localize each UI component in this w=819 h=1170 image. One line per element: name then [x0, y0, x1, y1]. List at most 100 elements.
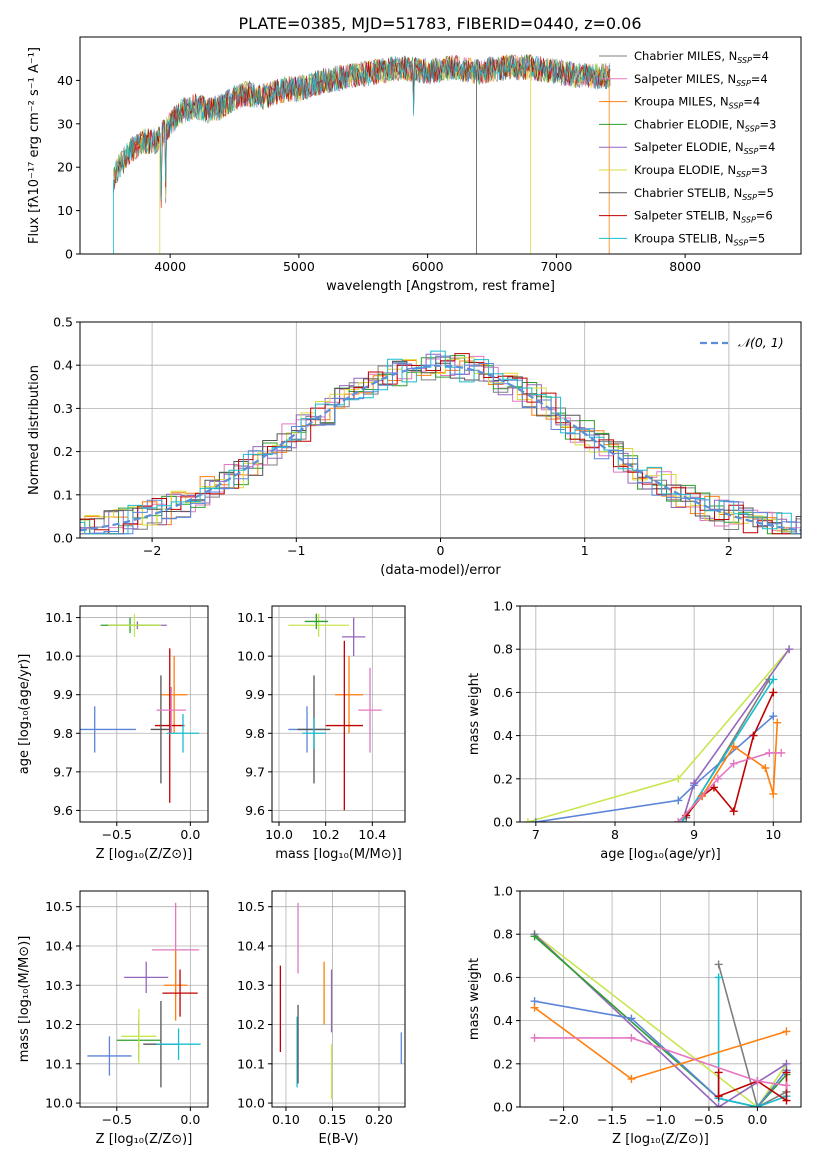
legend-label: Salpeter STELIB, NSSP=6	[634, 209, 773, 225]
weight_vs_age-xlabel: age [log₁₀(age/yr)]	[600, 847, 721, 862]
age_vs_Z-xtick-label: −0.5	[102, 827, 132, 842]
weight-line	[717, 964, 787, 1107]
weight-marker	[769, 688, 778, 697]
residuals-xlabel: (data-model)/error	[380, 563, 501, 578]
spectrum-plot-area	[113, 53, 611, 254]
weight-marker	[714, 1103, 723, 1107]
spectrum-ytick-label: 30	[57, 116, 73, 131]
residuals-xtick-label: −2	[143, 543, 161, 558]
weight_vs_Z-xtick-label: −1.5	[597, 1112, 627, 1127]
mass_vs_ebv-xtick-label: 0.20	[365, 1112, 393, 1127]
age_vs_mass-plot-area	[288, 613, 382, 811]
spectrum-xtick-label: 7000	[540, 259, 572, 274]
residuals-xtick-label: 1	[581, 543, 589, 558]
weight_vs_age-ytick-label: 0.4	[493, 728, 513, 743]
spectrum-xtick-label: 8000	[669, 259, 701, 274]
mass_vs_ebv-xlabel: E(B-V)	[318, 1132, 358, 1147]
weight-marker	[674, 796, 683, 805]
age_vs_Z-ytick-label: 9.9	[53, 687, 73, 702]
age_vs_mass-ytick-label: 9.6	[245, 803, 265, 818]
weight-marker	[674, 774, 683, 783]
weight-marker	[769, 675, 778, 684]
residuals-plot-area	[80, 350, 801, 535]
weight-marker	[714, 973, 723, 982]
mass_vs_Z-ytick-label: 10.2	[45, 1017, 73, 1032]
mass_vs_ebv-xtick-label: 0.15	[319, 1112, 347, 1127]
mass_vs_ebv-ytick-label: 10.1	[237, 1056, 265, 1071]
age_vs_mass-ytick-label: 10.0	[237, 649, 265, 664]
legend-label: Chabrier ELODIE, NSSP=3	[634, 117, 776, 133]
weight-marker	[782, 1068, 791, 1077]
legend-label: Salpeter MILES, NSSP=4	[634, 72, 768, 88]
mass_vs_Z-ytick-label: 10.0	[45, 1096, 73, 1111]
mass_vs_Z-ylabel: mass [log₁₀(M/M⊙)]	[17, 936, 32, 1063]
mass_vs_ebv-ytick-label: 10.4	[237, 938, 265, 953]
weight-marker	[690, 779, 699, 788]
weight-line	[534, 1037, 787, 1087]
weight-marker	[749, 731, 758, 740]
mass_vs_Z-axes-frame	[79, 890, 209, 1108]
weight_vs_Z-ylabel: mass weight	[467, 958, 482, 1040]
age_vs_Z-xlabel: Z [log₁₀(Z/Z⊙)]	[96, 847, 193, 862]
weight-marker	[782, 1081, 791, 1090]
weight_vs_age-xtick-label: 9	[690, 827, 698, 842]
weight-marker	[785, 645, 794, 654]
residuals-ytick-label: 0.0	[53, 531, 73, 546]
weight-marker	[627, 1074, 636, 1083]
spectrum-xtick-label: 6000	[412, 259, 444, 274]
age_vs_mass-ytick-label: 9.7	[245, 764, 265, 779]
age_vs_mass-ytick-label: 10.1	[237, 610, 265, 625]
age_vs_mass-axes-frame	[271, 605, 406, 823]
weight_vs_age-axes-frame	[519, 605, 802, 823]
residuals-ytick-label: 0.3	[53, 401, 73, 416]
age_vs_mass-xtick-label: 10.4	[358, 827, 386, 842]
weight-marker	[729, 807, 738, 816]
weight_vs_Z-ytick-label: 0.8	[493, 927, 513, 942]
weight_vs_age-xtick-label: 10	[765, 827, 781, 842]
legend-label: Chabrier STELIB, NSSP=5	[634, 186, 774, 202]
weight-marker	[773, 718, 782, 727]
weight_vs_Z-axes-frame	[519, 890, 802, 1108]
mass_vs_ebv-plot-area	[279, 902, 402, 1100]
weight-marker	[523, 818, 532, 822]
mass_vs_ebv-ytick-label: 10.0	[237, 1096, 265, 1111]
figure-title: PLATE=0385, MJD=51783, FIBERID=0440, z=0…	[238, 14, 641, 33]
weight-marker	[531, 818, 540, 822]
weight-marker	[753, 1077, 762, 1086]
weight-line	[535, 715, 774, 822]
weight-marker	[714, 960, 723, 969]
age_vs_Z-ytick-label: 9.7	[53, 764, 73, 779]
residuals-axes-frame	[79, 321, 802, 539]
weight-marker	[709, 783, 718, 792]
weight-line	[533, 933, 787, 1107]
residuals-xtick-label: 0	[437, 543, 445, 558]
mass_vs_ebv-ytick-label: 10.5	[237, 899, 265, 914]
spectrum-ytick-label: 20	[57, 160, 73, 175]
weight_vs_Z-xtick-label: 0.0	[747, 1112, 767, 1127]
weight_vs_Z-xtick-label: −1.0	[645, 1112, 675, 1127]
weight_vs_Z-xlabel: Z [log₁₀(Z/Z⊙)]	[612, 1132, 709, 1147]
residuals-ytick-label: 0.1	[53, 487, 73, 502]
weight-marker	[769, 712, 778, 721]
spectrum-xlabel: wavelength [Angstrom, rest frame]	[326, 279, 555, 294]
spectrum-axes-frame	[79, 36, 802, 255]
weight-marker	[769, 789, 778, 798]
mass_vs_Z-ytick-label: 10.4	[45, 938, 73, 953]
age_vs_Z-xtick-label: 0.0	[180, 827, 200, 842]
weight-marker	[714, 1092, 723, 1101]
residuals-xtick-label: 2	[725, 543, 733, 558]
age_vs_Z-ytick-label: 10.0	[45, 649, 73, 664]
spectrum-series-line	[113, 55, 611, 200]
mass_vs_Z-ytick-label: 10.1	[45, 1056, 73, 1071]
age_vs_mass-xtick-label: 10.0	[265, 827, 293, 842]
weight-marker	[782, 1096, 791, 1105]
residuals-ytick-label: 0.4	[53, 358, 73, 373]
residuals-ylabel: Normed distribution	[27, 365, 42, 495]
weight-marker	[713, 774, 722, 783]
weight_vs_Z-xtick-label: −2.0	[548, 1112, 578, 1127]
mass_vs_Z-xtick-label: 0.0	[180, 1112, 200, 1127]
age_vs_Z-ytick-label: 9.8	[53, 726, 73, 741]
mass_vs_Z-xtick-label: −0.5	[102, 1112, 132, 1127]
legend-label: Kroupa STELIB, NSSP=5	[634, 231, 765, 247]
